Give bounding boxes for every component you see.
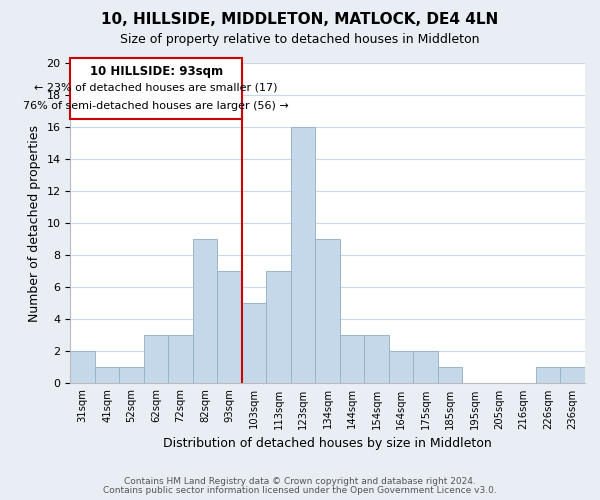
Bar	[242, 304, 266, 384]
Text: Contains public sector information licensed under the Open Government Licence v3: Contains public sector information licen…	[103, 486, 497, 495]
Text: ← 23% of detached houses are smaller (17): ← 23% of detached houses are smaller (17…	[34, 82, 278, 92]
Bar	[536, 368, 560, 384]
Bar	[560, 368, 585, 384]
FancyBboxPatch shape	[70, 58, 242, 120]
Bar	[266, 272, 291, 384]
Bar	[217, 272, 242, 384]
Bar	[438, 368, 463, 384]
Bar	[364, 336, 389, 384]
Bar	[316, 240, 340, 384]
Bar	[144, 336, 169, 384]
Bar	[169, 336, 193, 384]
Bar	[413, 352, 438, 384]
Bar	[95, 368, 119, 384]
Bar	[340, 336, 364, 384]
Bar	[70, 352, 95, 384]
Text: 10, HILLSIDE, MIDDLETON, MATLOCK, DE4 4LN: 10, HILLSIDE, MIDDLETON, MATLOCK, DE4 4L…	[101, 12, 499, 28]
Text: 76% of semi-detached houses are larger (56) →: 76% of semi-detached houses are larger (…	[23, 102, 289, 112]
Bar	[119, 368, 144, 384]
Bar	[291, 128, 316, 384]
Text: Size of property relative to detached houses in Middleton: Size of property relative to detached ho…	[120, 32, 480, 46]
Bar	[389, 352, 413, 384]
Y-axis label: Number of detached properties: Number of detached properties	[28, 125, 41, 322]
Bar	[193, 240, 217, 384]
X-axis label: Distribution of detached houses by size in Middleton: Distribution of detached houses by size …	[163, 437, 492, 450]
Text: Contains HM Land Registry data © Crown copyright and database right 2024.: Contains HM Land Registry data © Crown c…	[124, 477, 476, 486]
Text: 10 HILLSIDE: 93sqm: 10 HILLSIDE: 93sqm	[89, 65, 223, 78]
